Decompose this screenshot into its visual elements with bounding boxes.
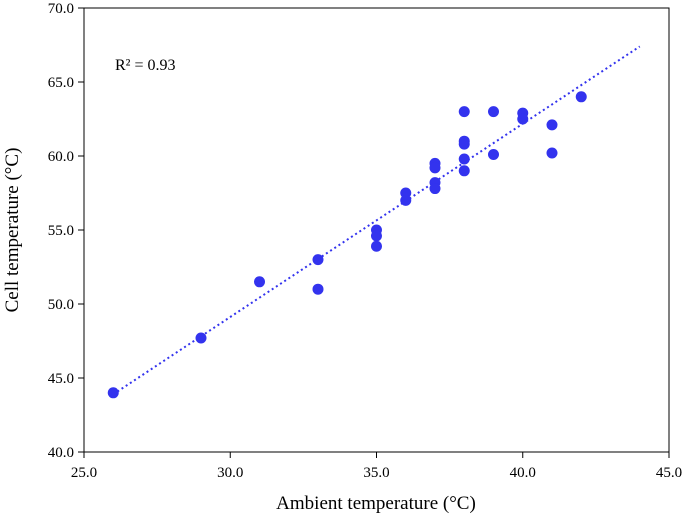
x-axis-ticks: 25.0 30.0 35.0 40.0 45.0	[71, 452, 682, 481]
data-point	[546, 119, 558, 131]
data-point	[195, 332, 207, 344]
y-tick-label: 55.0	[48, 223, 74, 239]
data-point	[429, 183, 441, 195]
data-points	[107, 91, 587, 399]
x-tick-label: 25.0	[71, 465, 97, 481]
y-tick-label: 70.0	[48, 1, 74, 17]
data-point	[488, 149, 499, 161]
y-tick-label: 40.0	[48, 445, 74, 461]
data-point	[488, 106, 499, 118]
data-point	[458, 138, 470, 150]
x-axis-label: Ambient temperature (°C)	[276, 493, 476, 514]
data-point	[107, 387, 119, 399]
data-point	[575, 91, 587, 103]
data-point	[458, 165, 470, 177]
data-point	[458, 153, 470, 165]
y-tick-label: 50.0	[48, 297, 74, 313]
data-point	[400, 194, 412, 206]
data-point	[429, 162, 441, 174]
data-point	[312, 254, 324, 266]
data-point	[371, 230, 382, 242]
data-point	[546, 147, 558, 159]
data-point	[371, 240, 382, 252]
data-point	[458, 106, 470, 118]
x-tick-label: 30.0	[217, 465, 243, 481]
x-tick-label: 45.0	[656, 465, 682, 481]
x-tick-label: 40.0	[510, 465, 536, 481]
y-axis-ticks: 40.0 45.0 50.0 55.0 60.0 65.0 70.0	[48, 1, 84, 461]
y-tick-label: 65.0	[48, 75, 74, 91]
y-axis-label: Cell temperature (°C)	[2, 148, 23, 313]
r-squared-annotation: R² = 0.93	[115, 57, 176, 74]
y-tick-label: 60.0	[48, 149, 74, 165]
data-point	[517, 113, 529, 125]
x-tick-label: 35.0	[363, 465, 389, 481]
data-point	[312, 283, 324, 295]
y-tick-label: 45.0	[48, 371, 74, 387]
data-point	[254, 276, 265, 288]
